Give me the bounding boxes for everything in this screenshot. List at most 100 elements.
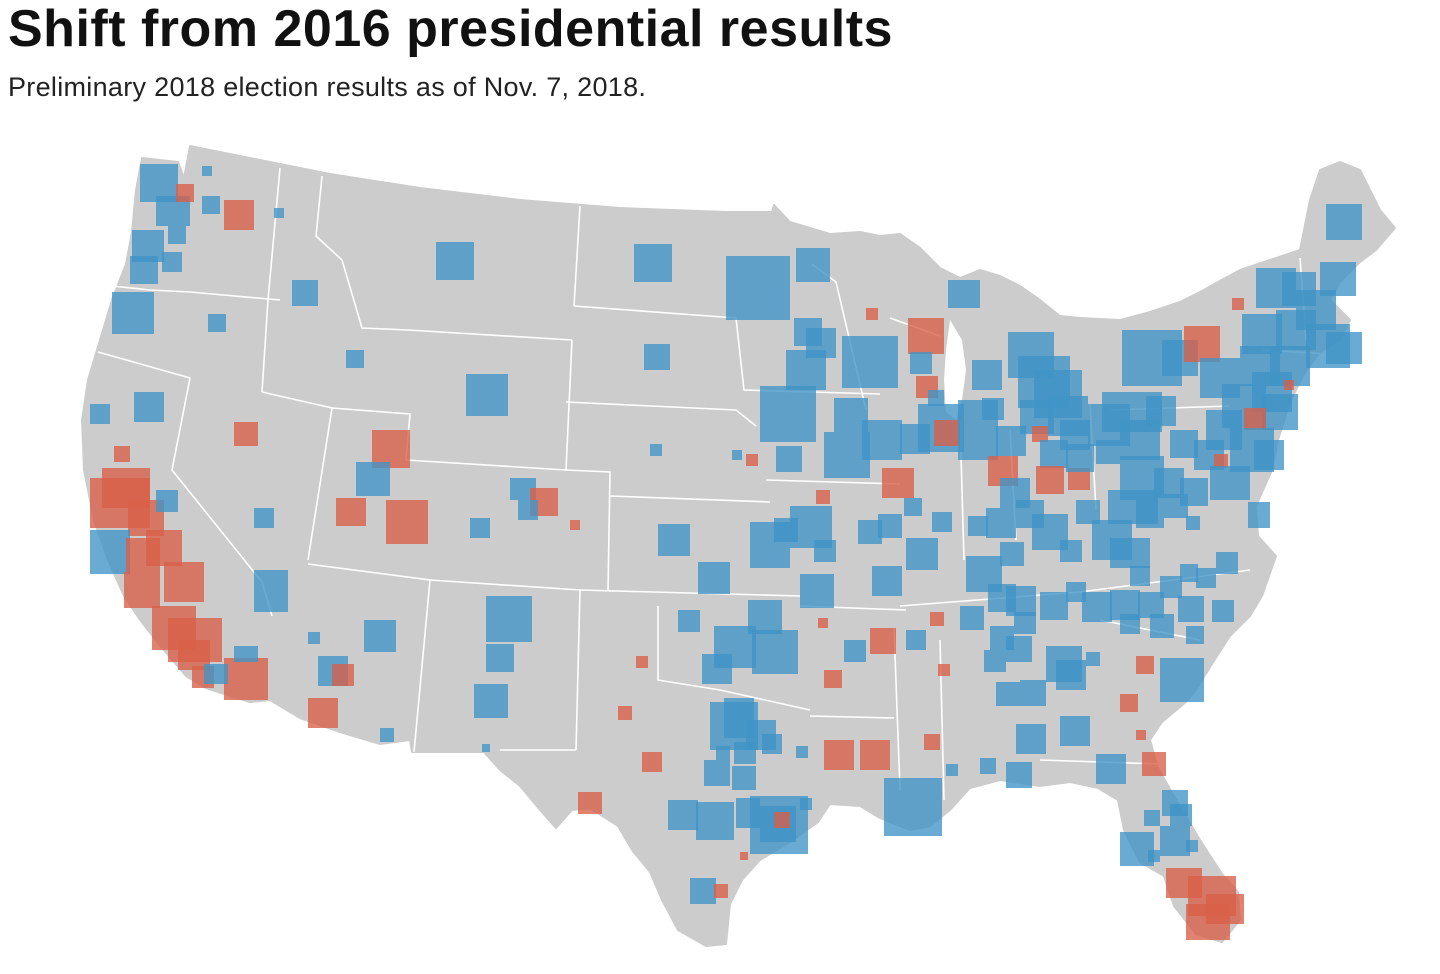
- border-or-ca: [97, 351, 191, 379]
- dem-shift-marker: [946, 764, 958, 776]
- dem-shift-marker: [948, 280, 980, 308]
- dem-shift-marker: [308, 632, 320, 644]
- dem-shift-marker: [510, 478, 536, 500]
- rep-shift-marker: [860, 740, 890, 770]
- rep-shift-marker: [740, 852, 748, 860]
- dem-shift-marker: [844, 640, 866, 662]
- dem-shift-marker: [726, 256, 790, 320]
- rep-shift-marker: [1068, 468, 1090, 490]
- dem-shift-marker: [984, 650, 1006, 672]
- dem-shift-marker: [702, 654, 732, 684]
- rep-shift-marker: [1214, 454, 1228, 468]
- dem-shift-marker: [486, 596, 532, 642]
- dem-shift-marker: [734, 742, 756, 764]
- dem-shift-marker: [1136, 500, 1164, 528]
- rep-shift-marker: [124, 572, 160, 608]
- rep-shift-marker: [1136, 656, 1154, 674]
- dem-shift-marker: [470, 518, 490, 538]
- dem-shift-marker: [704, 760, 730, 786]
- dem-shift-marker: [1066, 582, 1086, 602]
- dem-shift-marker: [1096, 754, 1126, 784]
- rep-shift-marker: [882, 468, 914, 498]
- dem-shift-marker: [1066, 444, 1094, 472]
- rep-shift-marker: [332, 664, 354, 686]
- dem-shift-marker: [1262, 394, 1298, 430]
- rep-shift-marker: [224, 658, 268, 700]
- dem-shift-marker: [900, 424, 930, 454]
- dem-shift-marker: [1170, 804, 1192, 826]
- dem-shift-marker: [134, 392, 164, 422]
- dem-shift-marker: [1006, 636, 1032, 662]
- dem-shift-marker: [156, 490, 178, 512]
- rep-shift-marker: [1136, 730, 1146, 740]
- dem-shift-marker: [982, 398, 1004, 420]
- dem-shift-marker: [466, 374, 508, 416]
- dem-shift-marker: [928, 390, 944, 406]
- dem-shift-marker: [862, 420, 902, 460]
- dem-shift-marker: [130, 256, 158, 284]
- border-ne-ks: [609, 495, 771, 503]
- dem-shift-marker: [346, 350, 364, 368]
- rep-shift-marker: [1244, 408, 1266, 430]
- dem-shift-marker: [1016, 724, 1046, 754]
- dem-shift-marker: [760, 386, 816, 442]
- dem-shift-marker: [1082, 592, 1112, 622]
- dem-shift-marker: [292, 280, 318, 306]
- county-shift-markers: [90, 164, 1362, 940]
- rep-shift-marker: [642, 752, 662, 772]
- dem-shift-marker: [842, 336, 898, 388]
- dem-shift-marker: [1060, 540, 1082, 562]
- dem-shift-marker: [732, 450, 742, 460]
- rep-shift-marker: [1184, 326, 1220, 362]
- dem-shift-marker: [960, 606, 984, 630]
- dem-shift-marker: [1216, 552, 1238, 574]
- dem-shift-marker: [980, 758, 996, 774]
- dem-shift-marker: [1326, 332, 1362, 364]
- rep-shift-marker: [746, 454, 758, 466]
- rep-shift-marker: [924, 734, 940, 750]
- border-sd-ne: [565, 401, 757, 427]
- dem-shift-marker: [910, 352, 932, 374]
- dem-shift-marker: [634, 244, 672, 282]
- dem-shift-marker: [474, 684, 508, 718]
- dem-shift-marker: [1014, 612, 1036, 634]
- dem-shift-marker: [436, 242, 474, 280]
- dem-shift-marker: [1040, 592, 1068, 620]
- dem-shift-marker: [748, 600, 782, 634]
- border-co-ks: [565, 469, 611, 591]
- dem-shift-marker: [762, 734, 782, 754]
- rep-shift-marker: [816, 490, 830, 504]
- dem-shift-marker: [90, 530, 130, 574]
- border-mn-ia: [735, 317, 881, 395]
- dem-shift-marker: [932, 512, 952, 532]
- dem-shift-marker: [884, 778, 942, 836]
- dem-shift-marker: [774, 518, 798, 542]
- dem-shift-marker: [878, 514, 902, 538]
- rep-shift-marker: [774, 812, 790, 828]
- rep-shift-marker: [336, 498, 366, 526]
- rep-shift-marker: [636, 656, 648, 668]
- dem-shift-marker: [800, 574, 834, 608]
- rep-shift-marker: [1032, 426, 1048, 442]
- rep-shift-marker: [1284, 380, 1294, 390]
- dem-shift-marker: [644, 344, 670, 370]
- rep-shift-marker: [570, 520, 580, 530]
- dem-shift-marker: [1160, 826, 1190, 856]
- border-nd-sd: [573, 305, 737, 319]
- dem-shift-marker: [112, 292, 154, 334]
- dem-shift-marker: [1040, 440, 1068, 468]
- dem-shift-marker: [732, 766, 756, 790]
- dem-shift-marker: [678, 610, 700, 632]
- rep-shift-marker: [386, 500, 428, 544]
- rep-shift-marker: [618, 706, 632, 720]
- dem-shift-marker: [140, 164, 178, 202]
- dem-shift-marker: [1154, 468, 1184, 498]
- rep-shift-marker: [578, 792, 602, 814]
- dem-shift-marker: [690, 878, 716, 904]
- border-mt-nd: [573, 205, 581, 307]
- rep-shift-marker: [908, 318, 944, 354]
- dem-shift-marker: [364, 620, 396, 652]
- dem-shift-marker: [168, 226, 186, 244]
- dem-shift-marker: [202, 166, 212, 176]
- dem-shift-marker: [1186, 840, 1198, 852]
